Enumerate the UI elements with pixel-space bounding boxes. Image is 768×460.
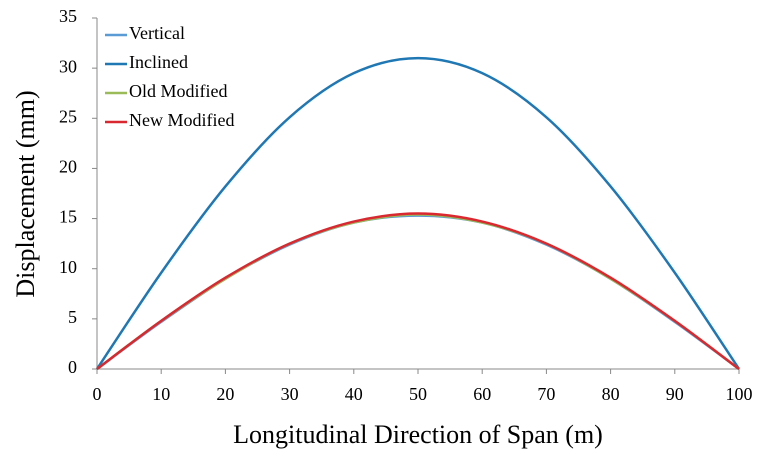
y-tick-label: 0 — [68, 357, 77, 377]
y-tick-label: 25 — [59, 106, 77, 126]
x-axis-title: Longitudinal Direction of Span (m) — [233, 420, 603, 449]
legend-label: Old Modified — [129, 81, 228, 101]
series-line — [96, 213, 740, 371]
legend-label: New Modified — [129, 110, 234, 130]
x-tick-label: 10 — [152, 384, 170, 404]
x-tick-label: 20 — [216, 384, 234, 404]
x-tick-label: 70 — [537, 384, 555, 404]
y-tick-label: 5 — [68, 307, 77, 327]
x-tick-label: 30 — [281, 384, 299, 404]
y-tick-label: 10 — [59, 257, 77, 277]
y-tick-label: 30 — [59, 56, 77, 76]
x-tick-label: 80 — [602, 384, 620, 404]
y-tick-label: 20 — [59, 157, 77, 177]
series-line — [96, 214, 740, 371]
series-line — [96, 212, 740, 371]
legend-label: Inclined — [129, 52, 188, 72]
x-tick-label: 0 — [93, 384, 102, 404]
legend-label: Vertical — [129, 23, 185, 43]
x-tick-label: 60 — [473, 384, 491, 404]
x-tick-label: 90 — [666, 384, 684, 404]
y-axis-title: Displacement (mm) — [11, 90, 40, 297]
series-line — [95, 56, 741, 370]
y-tick-label: 15 — [59, 207, 77, 227]
x-tick-label: 100 — [726, 384, 753, 404]
y-tick-label: 35 — [59, 6, 77, 26]
x-tick-label: 40 — [345, 384, 363, 404]
x-tick-label: 50 — [409, 384, 427, 404]
